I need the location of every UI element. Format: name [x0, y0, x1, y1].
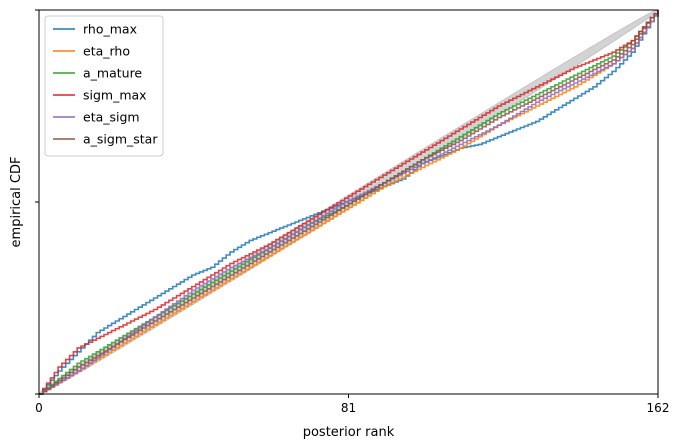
legend: rho_max eta_rho a_mature sigm_max eta_sigm a_…	[44, 15, 164, 157]
series-line-eta-sigm	[39, 10, 659, 395]
x-tick-label: 0	[35, 401, 43, 415]
series-line-eta-rho	[39, 10, 659, 395]
legend-label-rho-max: rho_max	[83, 22, 137, 37]
legend-label-eta-sigm: eta_sigm	[83, 110, 140, 125]
series-line-a-sigm-star	[39, 10, 659, 395]
legend-label-a-mature: a_mature	[83, 66, 142, 81]
x-axis-label: posterior rank	[303, 425, 395, 440]
x-tick-label: 162	[647, 401, 670, 415]
legend-label-a-sigm-star: a_sigm_star	[83, 132, 158, 147]
x-tick-label: 81	[341, 401, 356, 415]
x-axis-ticks: 0 81 162	[35, 394, 669, 415]
series-lines	[39, 10, 659, 395]
legend-label-sigm-max: sigm_max	[83, 88, 147, 103]
y-axis-ticks	[35, 9, 39, 395]
series-line-sigm-max	[39, 10, 659, 395]
legend-label-eta-rho: eta_rho	[83, 44, 130, 59]
y-axis-label: empirical CDF	[9, 157, 24, 248]
